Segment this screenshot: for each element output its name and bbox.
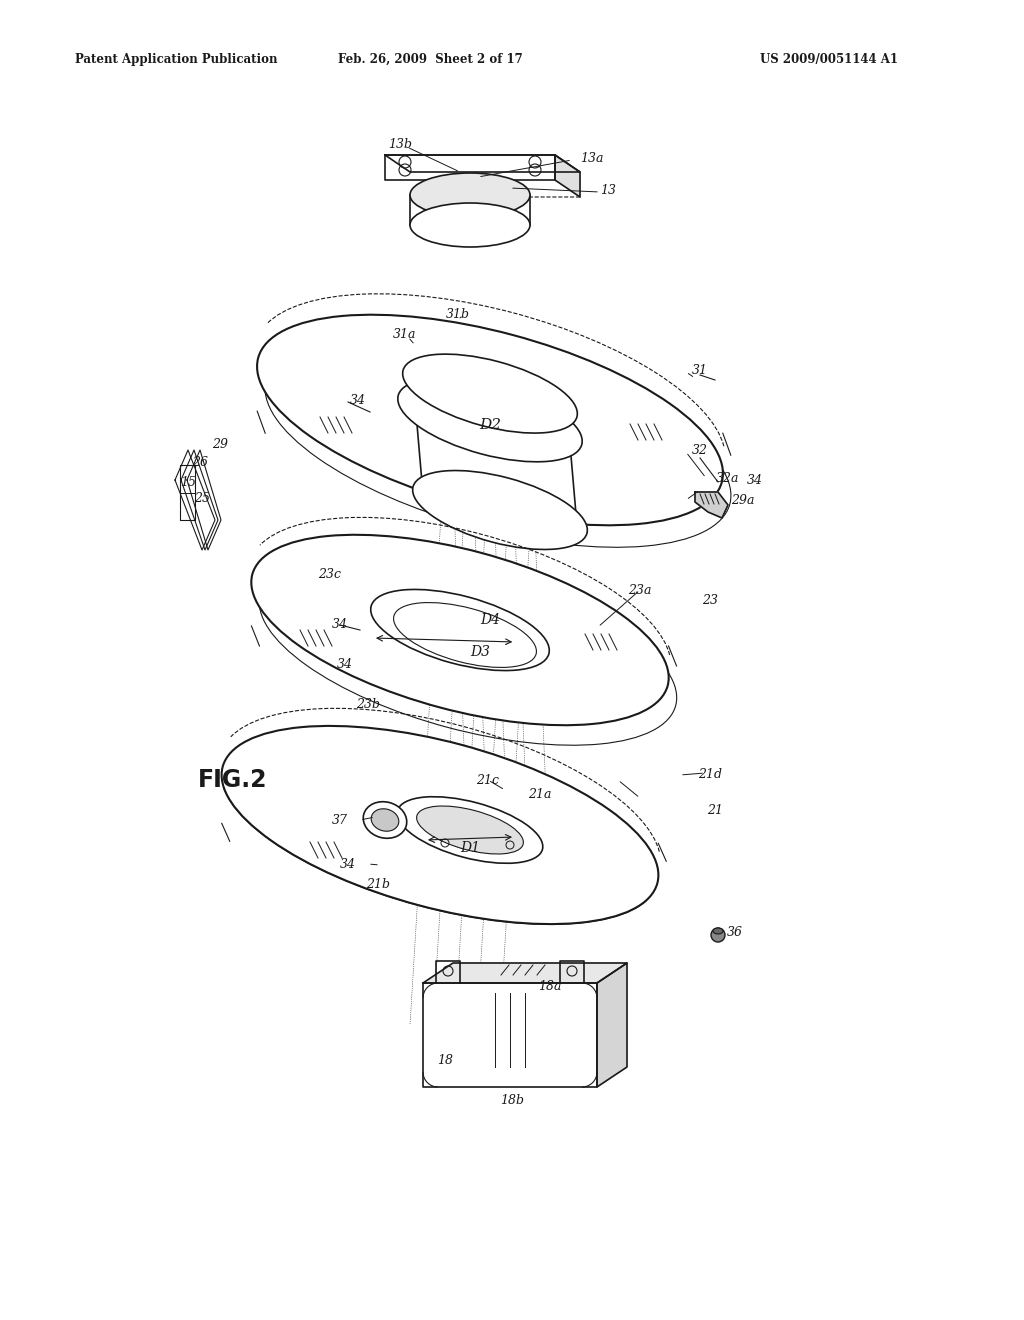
- Text: 32: 32: [692, 444, 708, 457]
- Polygon shape: [597, 964, 627, 1086]
- Ellipse shape: [413, 470, 588, 549]
- Text: 25: 25: [194, 491, 210, 504]
- Text: Feb. 26, 2009  Sheet 2 of 17: Feb. 26, 2009 Sheet 2 of 17: [338, 53, 522, 66]
- Polygon shape: [423, 983, 597, 1086]
- Text: D2: D2: [479, 418, 501, 432]
- Text: D3: D3: [470, 645, 490, 659]
- Ellipse shape: [371, 809, 398, 832]
- Polygon shape: [555, 154, 580, 197]
- Text: Patent Application Publication: Patent Application Publication: [75, 53, 278, 66]
- Text: D1: D1: [460, 841, 480, 855]
- Text: 29: 29: [212, 438, 228, 451]
- Polygon shape: [695, 492, 728, 517]
- Text: 29a: 29a: [731, 494, 755, 507]
- Ellipse shape: [402, 354, 578, 433]
- Ellipse shape: [711, 928, 725, 942]
- Text: 13: 13: [600, 183, 616, 197]
- Text: 31: 31: [692, 363, 708, 376]
- Text: 34: 34: [332, 619, 348, 631]
- Ellipse shape: [257, 314, 723, 525]
- Text: 21d: 21d: [698, 768, 722, 781]
- Text: 37: 37: [332, 813, 348, 826]
- Text: 34: 34: [340, 858, 356, 871]
- Text: 23c: 23c: [318, 569, 341, 582]
- Polygon shape: [385, 154, 580, 172]
- Text: 13b: 13b: [388, 139, 412, 152]
- Text: 18a: 18a: [539, 981, 562, 994]
- Text: 21a: 21a: [528, 788, 552, 801]
- Text: FIG.2: FIG.2: [198, 768, 267, 792]
- Ellipse shape: [417, 807, 523, 854]
- Text: 21: 21: [707, 804, 723, 817]
- Text: 23: 23: [702, 594, 718, 606]
- Text: D4: D4: [480, 612, 500, 627]
- Ellipse shape: [221, 726, 658, 924]
- Polygon shape: [385, 154, 555, 180]
- Text: 31a: 31a: [393, 329, 417, 342]
- Ellipse shape: [364, 801, 407, 838]
- Text: 13a: 13a: [581, 152, 604, 165]
- Text: 32a: 32a: [716, 471, 739, 484]
- Text: 34: 34: [337, 659, 353, 672]
- Ellipse shape: [397, 379, 583, 462]
- Text: 26: 26: [193, 457, 208, 470]
- Ellipse shape: [713, 928, 723, 935]
- Text: 23a: 23a: [629, 583, 651, 597]
- Ellipse shape: [410, 173, 530, 216]
- Text: 18b: 18b: [500, 1093, 524, 1106]
- Text: 31b: 31b: [446, 309, 470, 322]
- Text: 23b: 23b: [356, 698, 380, 711]
- Ellipse shape: [397, 797, 543, 863]
- Text: 21c: 21c: [476, 774, 500, 787]
- Text: US 2009/0051144 A1: US 2009/0051144 A1: [760, 53, 898, 66]
- Text: 21b: 21b: [366, 879, 390, 891]
- Polygon shape: [423, 964, 627, 983]
- Text: 34: 34: [746, 474, 763, 487]
- Ellipse shape: [371, 590, 549, 671]
- Text: 34: 34: [350, 393, 366, 407]
- Text: 15: 15: [180, 475, 196, 488]
- Ellipse shape: [410, 203, 530, 247]
- Ellipse shape: [251, 535, 669, 725]
- Text: 18: 18: [437, 1053, 453, 1067]
- Ellipse shape: [393, 602, 537, 668]
- Text: 36: 36: [727, 925, 743, 939]
